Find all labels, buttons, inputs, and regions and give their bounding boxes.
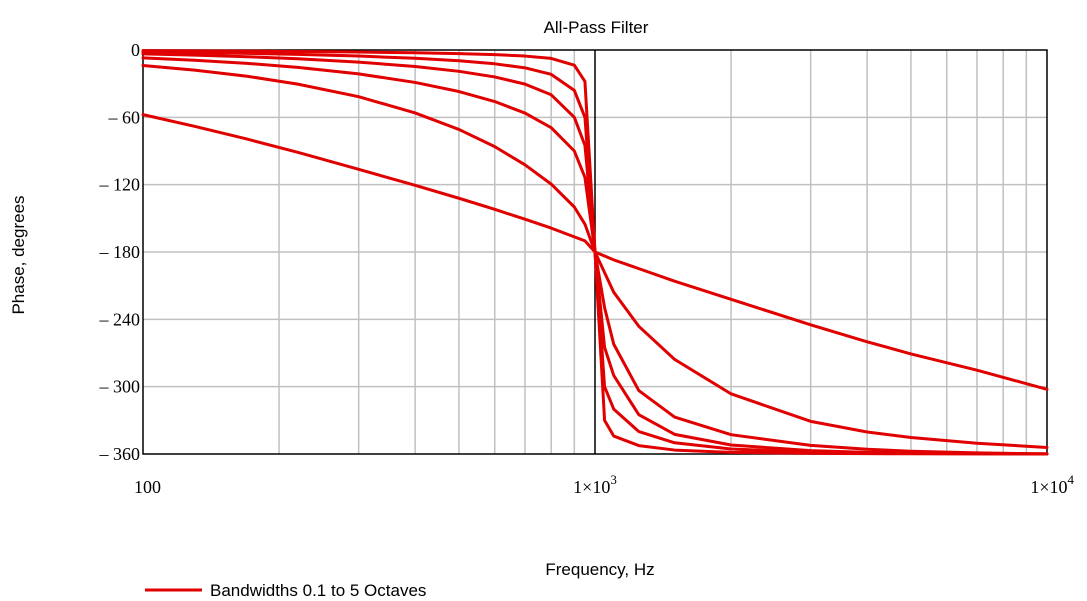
x-axis-label: Frequency, Hz: [545, 560, 654, 579]
legend: Bandwidths 0.1 to 5 Octaves: [145, 581, 426, 600]
y-tick-labels: 0 – 60 – 120 – 180 – 240 – 300 – 360: [99, 40, 141, 464]
y-tick-label: – 120: [99, 175, 141, 195]
legend-label: Bandwidths 0.1 to 5 Octaves: [210, 581, 426, 600]
series-line-1: [141, 113, 1049, 391]
y-tick-label: – 300: [99, 377, 141, 397]
y-tick-label: – 60: [108, 107, 141, 127]
y-tick-label: – 240: [99, 309, 141, 329]
y-axis-label: Phase, degrees: [9, 195, 28, 314]
series-line-6: [141, 49, 1049, 456]
y-tick-label: – 360: [99, 444, 141, 464]
y-tick-label: 0: [131, 40, 140, 60]
x-tick-label: 1×103: [573, 472, 617, 497]
x-tick-label: 100: [134, 477, 161, 497]
series-line-2: [141, 63, 1049, 449]
x-tick-label: 1×104: [1030, 472, 1074, 497]
series-lines: [141, 49, 1049, 456]
x-tick-labels: 100 1×103 1×104: [134, 472, 1075, 497]
series-line-3: [141, 56, 1049, 456]
chart-title: All-Pass Filter: [544, 18, 649, 37]
y-tick-label: – 180: [99, 242, 141, 262]
